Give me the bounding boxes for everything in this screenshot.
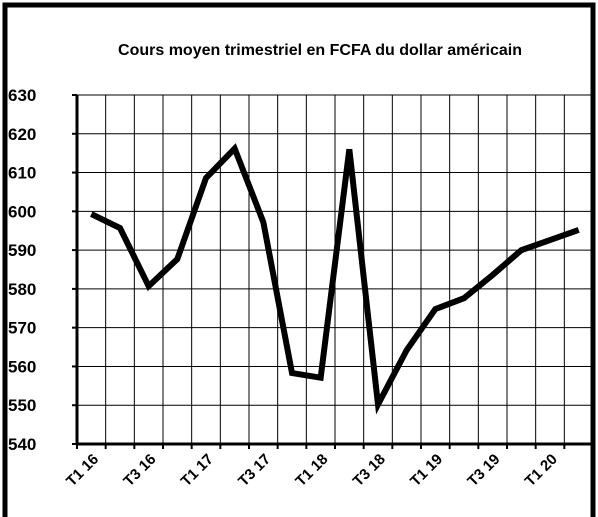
y-tick-label: 620	[8, 125, 36, 144]
y-tick-label: 560	[8, 357, 36, 376]
y-tick-label: 540	[8, 435, 36, 454]
y-tick-label: 600	[8, 202, 36, 221]
y-tick-label: 630	[8, 86, 36, 105]
y-tick-label: 570	[8, 319, 36, 338]
chart-title: Cours moyen trimestriel en FCFA du dolla…	[118, 42, 522, 59]
y-tick-label: 580	[8, 280, 36, 299]
y-tick-label: 590	[8, 241, 36, 260]
y-tick-label: 610	[8, 164, 36, 183]
line-series	[90, 143, 580, 415]
y-tick-label: 550	[8, 396, 36, 415]
